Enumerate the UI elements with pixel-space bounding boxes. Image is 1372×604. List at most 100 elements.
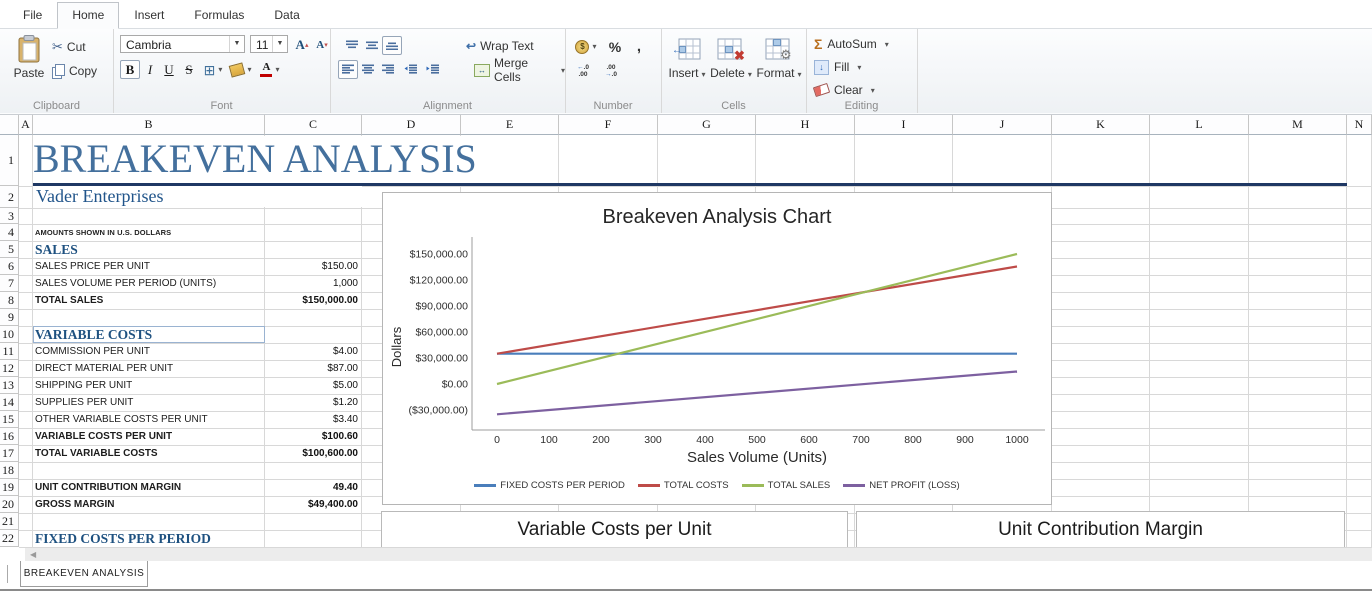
secondary-chart-2[interactable]: Unit Contribution Margin <box>856 511 1345 547</box>
row-header-3[interactable]: 3 <box>0 208 19 224</box>
font-name-combo[interactable]: Cambria <box>120 35 245 53</box>
accounting-number-format-button[interactable] <box>571 37 601 56</box>
breakeven-analysis-chart[interactable]: Breakeven Analysis Chart $150,000.00 $120,… <box>382 192 1052 505</box>
align-top-button[interactable] <box>342 36 362 55</box>
cell-label-row-20[interactable]: GROSS MARGIN <box>35 499 115 510</box>
column-header-C[interactable]: C <box>265 115 362 135</box>
scroll-left-icon[interactable]: ◀ <box>30 550 37 559</box>
legend-item[interactable]: TOTAL COSTS <box>637 480 729 491</box>
row-header-2[interactable]: 2 <box>0 186 19 208</box>
copy-button[interactable]: Copy <box>52 62 97 80</box>
increase-decimal-button[interactable]: ←.0.00 <box>577 64 589 78</box>
cell-value-row-8[interactable]: $150,000.00 <box>302 295 358 306</box>
insert-cells-button[interactable]: ← Insert <box>667 33 707 80</box>
ribbon-tab-insert[interactable]: Insert <box>134 8 165 22</box>
secondary-chart-1[interactable]: Variable Costs per Unit <box>381 511 848 547</box>
bold-button[interactable] <box>120 60 140 79</box>
row-header-18[interactable]: 18 <box>0 462 19 479</box>
row-header-19[interactable]: 19 <box>0 479 19 496</box>
align-right-button[interactable] <box>378 60 398 79</box>
merge-cells-button[interactable]: Merge Cells <box>474 56 565 84</box>
row-header-16[interactable]: 16 <box>0 428 19 445</box>
cell-value-row-15[interactable]: $3.40 <box>332 414 358 425</box>
column-header-A[interactable]: A <box>19 115 33 135</box>
italic-button[interactable] <box>140 60 160 79</box>
column-header-H[interactable]: H <box>756 115 855 135</box>
comma-style-button[interactable] <box>629 37 649 56</box>
cell-label-row-7[interactable]: SALES VOLUME PER PERIOD (UNITS) <box>35 278 217 289</box>
cell-label-row-8[interactable]: TOTAL SALES <box>35 295 104 306</box>
column-header-N[interactable]: N <box>1347 115 1372 135</box>
legend-item[interactable]: TOTAL SALES <box>741 480 830 491</box>
cell-label-row-6[interactable]: SALES PRICE PER UNIT <box>35 261 151 272</box>
clear-button[interactable]: Clear <box>812 81 875 99</box>
cut-button[interactable]: Cut <box>52 38 86 56</box>
decrease-decimal-button[interactable]: .00 →.0 <box>605 64 617 78</box>
cell-label-row-13[interactable]: SHIPPING PER UNIT <box>35 380 133 391</box>
grow-font-button[interactable] <box>292 35 312 54</box>
align-center-button[interactable] <box>358 60 378 79</box>
cell-label-row-19[interactable]: UNIT CONTRIBUTION MARGIN <box>35 482 182 493</box>
cell-label-row-16[interactable]: VARIABLE COSTS PER UNIT <box>35 431 173 442</box>
row-header-6[interactable]: 6 <box>0 258 19 275</box>
sheet-title-cell[interactable]: BREAKEVEN ANALYSIS <box>33 136 477 183</box>
row-header-22[interactable]: 22 <box>0 530 19 547</box>
align-left-button[interactable] <box>338 60 358 79</box>
column-header-F[interactable]: F <box>559 115 658 135</box>
cell-label-row-10[interactable]: VARIABLE COSTS <box>35 327 153 342</box>
cell-label-row-12[interactable]: DIRECT MATERIAL PER UNIT <box>35 363 174 374</box>
horizontal-scrollbar[interactable]: ◀ <box>25 548 1372 561</box>
cell-label-row-15[interactable]: OTHER VARIABLE COSTS PER UNIT <box>35 414 208 425</box>
row-header-4[interactable]: 4 <box>0 224 19 241</box>
row-header-11[interactable]: 11 <box>0 343 19 360</box>
decrease-indent-button[interactable] <box>400 60 420 79</box>
cell-label-row-5[interactable]: SALES <box>35 242 78 257</box>
column-header-corner[interactable] <box>0 115 19 135</box>
cell-value-row-17[interactable]: $100,600.00 <box>302 448 358 459</box>
row-header-1[interactable]: 1 <box>0 135 19 186</box>
column-header-B[interactable]: B <box>33 115 265 135</box>
align-middle-button[interactable] <box>362 36 382 55</box>
cell-value-row-13[interactable]: $5.00 <box>332 380 358 391</box>
autosum-button[interactable]: AutoSum <box>814 35 889 53</box>
fill-button[interactable]: Fill <box>814 58 861 76</box>
legend-item[interactable]: NET PROFIT (LOSS) <box>843 480 960 491</box>
column-header-D[interactable]: D <box>362 115 461 135</box>
percent-style-button[interactable] <box>605 37 625 56</box>
column-header-E[interactable]: E <box>461 115 559 135</box>
wrap-text-button[interactable]: Wrap Text <box>466 37 534 55</box>
borders-button[interactable] <box>199 60 227 79</box>
cell-value-row-20[interactable]: $49,400.00 <box>307 499 358 510</box>
column-header-G[interactable]: G <box>658 115 756 135</box>
column-header-J[interactable]: J <box>953 115 1052 135</box>
format-cells-button[interactable]: ⚙ Format <box>755 33 803 80</box>
column-header-L[interactable]: L <box>1150 115 1249 135</box>
cell-label-row-14[interactable]: SUPPLIES PER UNIT <box>35 397 134 408</box>
font-size-dropdown-icon[interactable] <box>272 36 287 52</box>
increase-indent-button[interactable] <box>422 60 442 79</box>
column-header-I[interactable]: I <box>855 115 953 135</box>
cell-label-row-11[interactable]: COMMISSION PER UNIT <box>35 346 151 357</box>
shrink-font-button[interactable] <box>312 35 332 54</box>
align-bottom-button[interactable] <box>382 36 402 55</box>
cell-label-row-22[interactable]: FIXED COSTS PER PERIOD <box>35 531 211 546</box>
row-header-12[interactable]: 12 <box>0 360 19 377</box>
sheet-subtitle-cell[interactable]: Vader Enterprises <box>33 186 362 207</box>
row-header-9[interactable]: 9 <box>0 309 19 326</box>
ribbon-tab-data[interactable]: Data <box>274 8 300 22</box>
font-size-combo[interactable]: 11 <box>250 35 288 53</box>
cell-label-row-4[interactable]: AMOUNTS SHOWN IN U.S. DOLLARS <box>35 228 172 237</box>
cell-value-row-12[interactable]: $87.00 <box>327 363 358 374</box>
row-header-20[interactable]: 20 <box>0 496 19 513</box>
row-header-15[interactable]: 15 <box>0 411 19 428</box>
row-header-13[interactable]: 13 <box>0 377 19 394</box>
cell-value-row-11[interactable]: $4.00 <box>332 346 358 357</box>
underline-button[interactable] <box>159 60 179 79</box>
ribbon-tab-home[interactable]: Home <box>57 2 120 29</box>
ribbon-tab-formulas[interactable]: Formulas <box>194 8 245 22</box>
row-header-14[interactable]: 14 <box>0 394 19 411</box>
column-header-M[interactable]: M <box>1249 115 1347 135</box>
column-header-K[interactable]: K <box>1052 115 1150 135</box>
row-header-10[interactable]: 10 <box>0 326 19 343</box>
sheet-tab[interactable]: BREAKEVEN ANALYSIS <box>20 561 148 587</box>
